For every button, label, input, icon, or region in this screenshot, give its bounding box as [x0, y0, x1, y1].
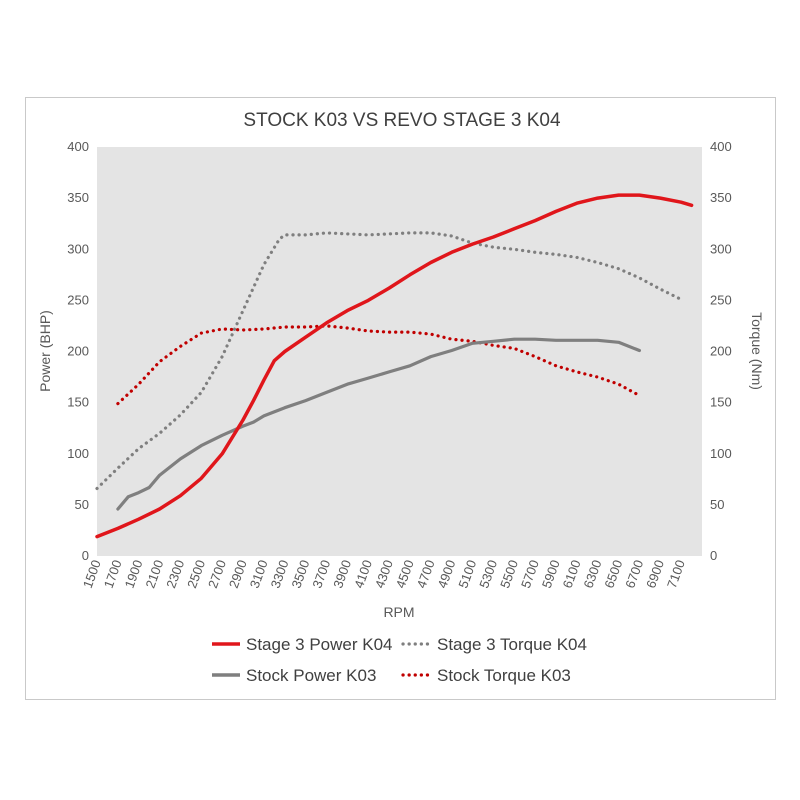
y-right-tick-label: 200 [710, 344, 732, 359]
y-axis-right-title: Torque (Nm) [749, 312, 765, 390]
y-right-tick-label: 50 [710, 497, 724, 512]
legend-label: Stock Torque K03 [437, 666, 571, 685]
x-axis-title: RPM [383, 604, 414, 620]
y-axis-right: 0 50 100 150 200 250 300 350 400 [710, 139, 732, 563]
y-right-tick-label: 100 [710, 446, 732, 461]
chart-frame: STOCK K03 VS REVO STAGE 3 K04 0 50 100 150 2… [25, 97, 776, 700]
y-left-tick-label: 100 [67, 446, 89, 461]
y-left-tick-label: 0 [82, 548, 89, 563]
y-left-tick-label: 50 [75, 497, 89, 512]
legend: Stage 3 Power K04 Stage 3 Torque K04 Stock… [212, 635, 587, 685]
series-line-stage-3-power-k04 [95, 193, 694, 539]
series-line-stage-3-torque-k04 [95, 231, 683, 491]
legend-item: Stock Torque K03 [401, 666, 571, 685]
y-right-tick-label: 150 [710, 395, 732, 410]
series-layer [95, 193, 694, 539]
y-right-tick-label: 250 [710, 292, 732, 307]
y-right-tick-label: 350 [710, 190, 732, 205]
y-right-tick-label: 0 [710, 548, 717, 563]
y-left-tick-label: 200 [67, 344, 89, 359]
y-axis-left: 0 50 100 150 200 250 300 350 400 [67, 139, 89, 563]
legend-item: Stock Power K03 [212, 666, 376, 685]
x-axis: 1500170019002100230025002700290031003300… [80, 558, 688, 590]
y-left-tick-label: 300 [67, 241, 89, 256]
legend-item: Stage 3 Torque K04 [401, 635, 587, 654]
legend-item: Stage 3 Power K04 [212, 635, 392, 654]
y-right-tick-label: 300 [710, 241, 732, 256]
y-left-tick-label: 150 [67, 395, 89, 410]
plot-area [97, 147, 702, 556]
y-left-tick-label: 250 [67, 292, 89, 307]
legend-label: Stock Power K03 [246, 666, 376, 685]
series-line-stock-power-k03 [116, 337, 641, 511]
y-right-tick-label: 400 [710, 139, 732, 154]
legend-label: Stage 3 Power K04 [246, 635, 392, 654]
x-tick-label: 7100 [664, 558, 688, 590]
legend-label: Stage 3 Torque K04 [437, 635, 587, 654]
chart-title: STOCK K03 VS REVO STAGE 3 K04 [243, 110, 561, 131]
y-left-tick-label: 350 [67, 190, 89, 205]
y-left-tick-label: 400 [67, 139, 89, 154]
chart-canvas: STOCK K03 VS REVO STAGE 3 K04 0 50 100 150 2… [37, 110, 765, 685]
y-axis-left-title: Power (BHP) [37, 310, 53, 392]
series-line-stock-torque-k03 [116, 324, 641, 406]
